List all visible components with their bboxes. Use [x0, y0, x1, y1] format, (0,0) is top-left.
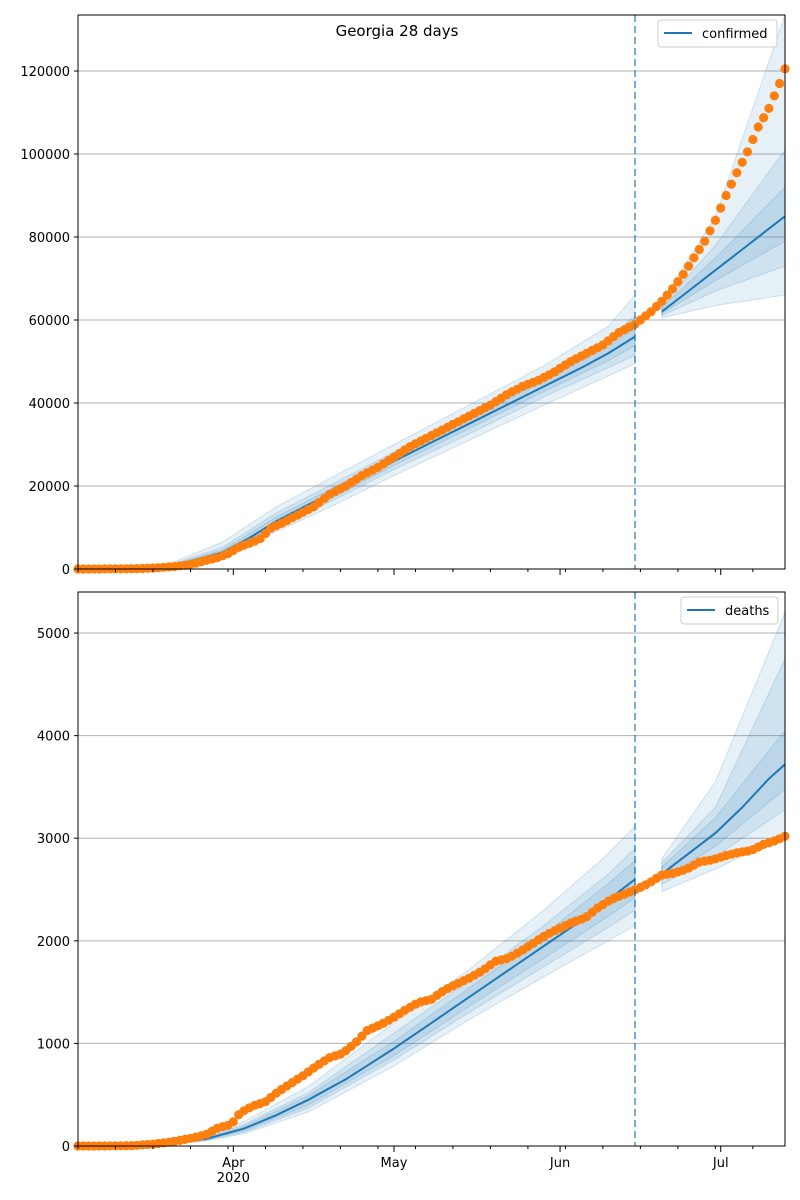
- x-tick-sublabel: 2020: [217, 1171, 250, 1186]
- observed-point: [673, 277, 683, 287]
- y-tick-label: 5000: [37, 627, 70, 642]
- y-tick-label: 4000: [37, 730, 70, 745]
- deaths-model-line: [77, 763, 786, 1147]
- y-tick-label: 3000: [37, 832, 70, 847]
- x-tick-label: Apr: [222, 1156, 245, 1171]
- observed-point: [764, 103, 774, 113]
- deaths-legend: deaths: [680, 596, 779, 625]
- observed-point: [705, 226, 715, 236]
- chart-title: Georgia 28 days: [336, 22, 459, 40]
- model-line-segment: [661, 763, 786, 875]
- y-tick-label: 120000: [20, 65, 70, 80]
- model-line-segment: [77, 878, 636, 1147]
- observed-point: [678, 269, 688, 279]
- observed-point: [657, 296, 667, 306]
- observed-point: [710, 215, 721, 225]
- observed-point: [737, 157, 747, 167]
- observed-point: [726, 179, 737, 189]
- uncertainty-band: [77, 824, 636, 1147]
- observed-point: [684, 261, 694, 271]
- legend-label-deaths: deaths: [725, 604, 770, 619]
- model-line-segment: [661, 215, 786, 313]
- y-tick-label: 40000: [29, 397, 70, 412]
- y-tick-label: 0: [62, 563, 70, 578]
- x-tick-label: Jun: [549, 1156, 570, 1171]
- observed-point: [662, 290, 672, 300]
- observed-point: [753, 122, 763, 132]
- y-tick-label: 20000: [29, 480, 70, 495]
- y-tick-label: 1000: [37, 1037, 70, 1052]
- y-tick-label: 80000: [29, 231, 70, 246]
- y-tick-label: 60000: [29, 314, 70, 329]
- legend-box: [680, 596, 779, 625]
- confirmed-observed-points: [73, 64, 790, 574]
- observed-point: [775, 78, 785, 89]
- observed-point: [732, 168, 742, 178]
- observed-point: [228, 1117, 238, 1127]
- deaths-axes-frame: [77, 591, 786, 1147]
- deaths-y-axis: 0 1000 2000 3000 4000 5000: [37, 627, 78, 1155]
- observed-point: [689, 253, 699, 263]
- confirmed-panel: 0 20000 40000 60000 80000 100000 120000 confir…: [20, 14, 790, 578]
- observed-point: [700, 236, 710, 246]
- observed-point: [742, 147, 753, 157]
- y-tick-label: 100000: [20, 148, 70, 163]
- x-tick-label: May: [381, 1156, 408, 1171]
- confirmed-x-axis: [77, 569, 754, 575]
- confirmed-legend: confirmed: [657, 19, 778, 48]
- observed-point: [759, 113, 769, 123]
- legend-label-confirmed: confirmed: [702, 27, 768, 42]
- confirmed-axes-frame: [77, 14, 786, 570]
- legend-box: [657, 19, 778, 48]
- observed-point: [748, 134, 758, 145]
- observed-point: [716, 203, 726, 213]
- observed-point: [667, 284, 678, 294]
- y-tick-label: 2000: [37, 935, 70, 950]
- observed-point: [694, 244, 704, 255]
- deaths-observed-points: [73, 831, 790, 1151]
- observed-point: [721, 190, 731, 201]
- y-tick-label: 0: [62, 1140, 70, 1155]
- observed-point: [769, 91, 779, 101]
- confirmed-y-axis: 0 20000 40000 60000 80000 100000 120000: [20, 65, 78, 578]
- x-tick-label: Jul: [712, 1156, 729, 1171]
